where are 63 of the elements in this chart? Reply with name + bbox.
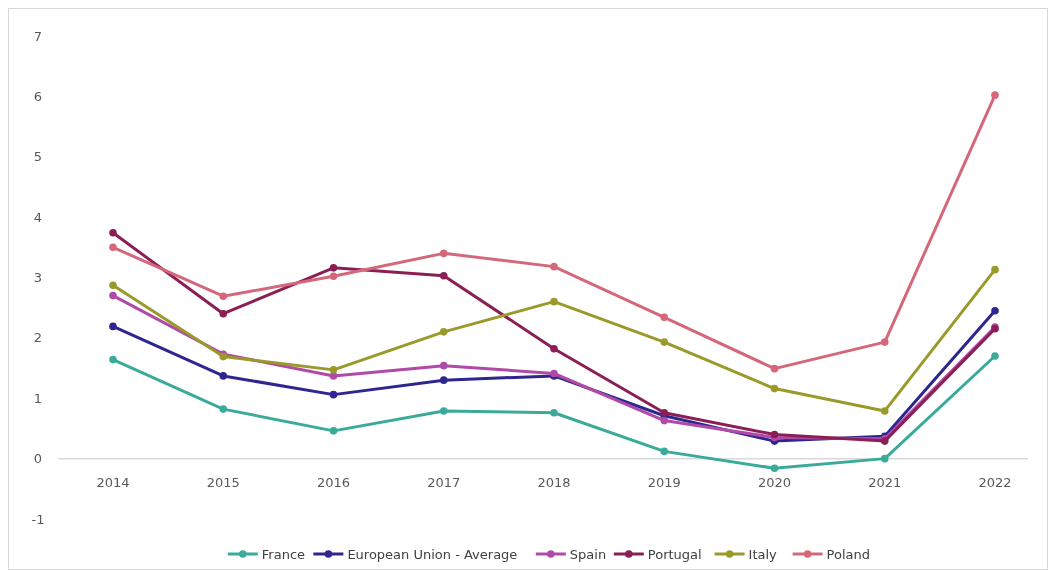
x-tick-label: 2015 [206, 474, 240, 490]
point [219, 292, 228, 301]
x-tick-label: 2021 [868, 474, 902, 490]
point [880, 454, 889, 463]
point [660, 338, 669, 346]
point [439, 361, 448, 370]
point [109, 229, 117, 237]
y-tick-label: -1 [31, 511, 45, 527]
point [550, 262, 558, 271]
legend-label: Italy [748, 546, 778, 562]
point [329, 366, 338, 374]
point [219, 405, 228, 413]
x-tick-label: 2020 [757, 474, 792, 490]
point [991, 352, 999, 360]
legend-label: European Union - Average [347, 546, 518, 562]
point [770, 364, 779, 373]
point [991, 265, 999, 274]
point [770, 384, 779, 393]
x-tick-label: 2017 [427, 474, 461, 490]
point [991, 91, 999, 99]
point [550, 297, 558, 306]
point [329, 427, 338, 435]
point [660, 313, 669, 322]
point [439, 271, 448, 280]
point [880, 338, 889, 346]
point [109, 243, 117, 252]
point [329, 272, 338, 281]
y-tick-label: 6 [33, 88, 43, 104]
point [219, 372, 228, 380]
legend-label: Portugal [647, 546, 702, 562]
x-tick-label: 2019 [647, 474, 681, 490]
point [770, 464, 779, 473]
point [439, 328, 448, 336]
point [109, 291, 117, 300]
point [329, 264, 338, 272]
y-tick-label: 0 [33, 451, 43, 467]
y-tick-label: 2 [33, 330, 43, 346]
point [109, 322, 117, 331]
x-tick-label: 2018 [537, 474, 571, 490]
legend-label: Spain [569, 546, 607, 562]
point [550, 408, 558, 417]
point [660, 416, 669, 425]
point [439, 376, 448, 384]
x-tick-label: 2014 [96, 474, 130, 490]
legend-label: France [261, 546, 306, 562]
x-tick-label: 2016 [316, 474, 351, 490]
y-tick-label: 7 [33, 28, 43, 44]
y-tick-label: 3 [33, 270, 43, 286]
point [109, 355, 117, 364]
point [439, 249, 448, 258]
point [439, 407, 448, 415]
point [660, 447, 669, 456]
point [109, 281, 117, 290]
x-tick-label: 2022 [978, 474, 1012, 490]
y-tick-label: 4 [33, 209, 43, 225]
y-tick-label: 5 [33, 149, 43, 165]
point [880, 407, 889, 415]
point [219, 309, 228, 318]
point [329, 390, 338, 399]
y-tick-label: 1 [33, 390, 43, 406]
legend-label: Poland [826, 546, 871, 562]
point [991, 306, 999, 315]
point [550, 344, 558, 353]
